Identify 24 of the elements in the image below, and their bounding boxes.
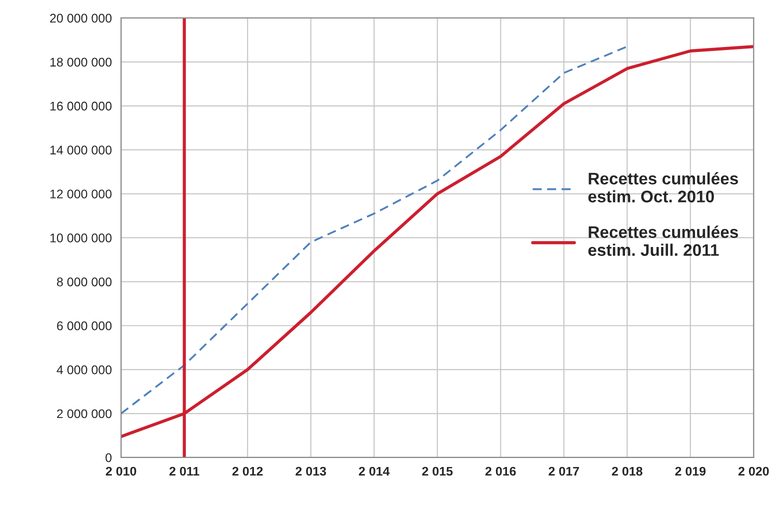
y-tick-label: 12 000 000 — [50, 190, 112, 198]
x-tick-label: 2 013 — [296, 466, 326, 476]
y-tick-label: 2 000 000 — [57, 409, 112, 418]
y-tick-label: 10 000 000 — [50, 234, 112, 242]
y-tick-label: 16 000 000 — [50, 102, 112, 111]
y-tick-label: 6 000 000 — [57, 321, 112, 330]
x-tick-label: 2 015 — [422, 466, 453, 476]
x-tick-label: 2 016 — [485, 466, 516, 476]
y-tick-label: 18 000 000 — [50, 58, 112, 67]
x-tick-label: 2 014 — [358, 466, 390, 476]
x-tick-label: 2 017 — [548, 466, 579, 476]
y-tick-label: 0 — [106, 453, 112, 462]
y-tick-label: 20 000 000 — [50, 14, 112, 23]
y-tick-label: 14 000 000 — [50, 146, 112, 154]
x-tick-label: 2 010 — [106, 466, 136, 476]
x-tick-label: 2 020 — [738, 466, 769, 476]
x-tick-label: 2 019 — [675, 466, 706, 476]
legend-label: Recettes cumulées estim. Juill. 2011 — [588, 226, 738, 256]
y-tick-label: 8 000 000 — [56, 277, 112, 286]
y-tick-label: 4 000 000 — [56, 365, 112, 374]
legend-label: Recettes cumulées estim. Oct. 2010 — [588, 172, 738, 202]
x-tick-label: 2 012 — [232, 466, 263, 476]
x-tick-label: 2 018 — [612, 466, 642, 476]
x-tick-label: 2 011 — [169, 466, 200, 476]
